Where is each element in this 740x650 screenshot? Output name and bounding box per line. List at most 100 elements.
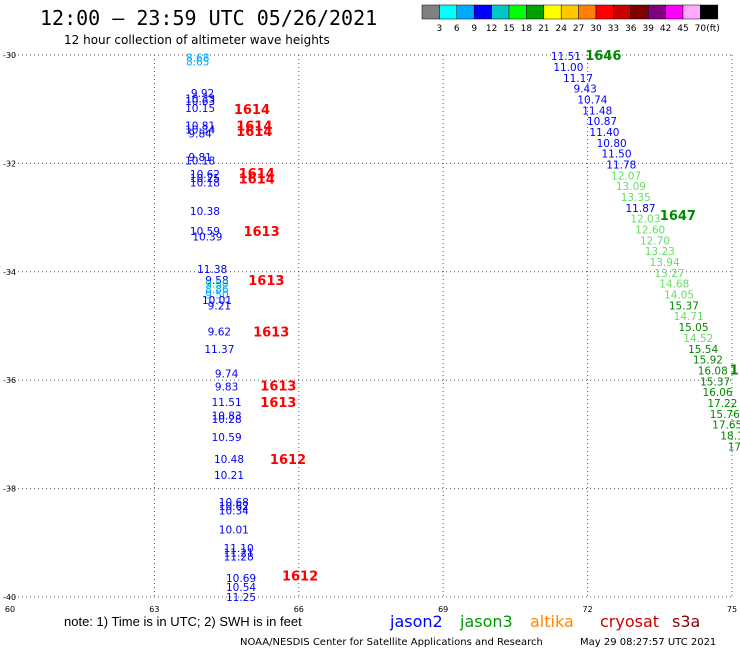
wave-height-value: 12.60 [635,225,665,237]
lat-lon-grid [10,54,733,598]
legend-swatch [439,4,458,20]
map-subtitle: 12 hour collection of altimeter wave hei… [64,33,330,47]
legend-swatch [456,4,475,20]
wave-height-value: 11.37 [204,344,234,356]
lat-tick-label: -36 [3,376,16,385]
wave-height-value: 13.09 [616,181,646,193]
legend-swatch [491,4,510,20]
wave-height-value: 13.23 [645,246,675,258]
lat-tick-label: -38 [3,485,16,494]
pass-labels: 1614161416141614161416131613161316131613… [234,49,739,584]
wave-height-value: 11.48 [582,105,612,117]
legend-swatch [647,4,666,20]
lon-tick-label: 69 [438,605,448,614]
wave-height-value: 10.80 [597,138,627,150]
wave-height-value: 9.58 [205,275,228,287]
wave-height-value: 14.52 [683,333,713,345]
wave-height-value: 10.01 [219,524,249,536]
pass-number-label: 1646 [585,49,621,64]
legend-swatch [543,4,562,20]
wave-height-value: 14.05 [664,290,694,302]
lat-tick-label: -34 [3,268,16,277]
wave-height-value: 9.81 [188,152,211,164]
wave-height-value: 15.05 [678,322,708,334]
wave-height-value: 13.27 [654,268,684,280]
wave-height-value: 12.03 [630,214,660,226]
wave-height-value: 18.1 [720,430,740,442]
wave-height-value: 10.63 [185,96,215,108]
satellite-name: jason3 [459,612,513,631]
lon-tick-label: 63 [149,605,159,614]
footer-note: note: 1) Time is in UTC; 2) SWH is in fe… [64,614,302,629]
legend-label: 39 [642,24,654,34]
legend-swatch [473,4,492,20]
wave-height-value: 10.38 [190,206,220,218]
wave-height-value: 10.15 [185,103,215,115]
pass-number-label: 1647 [660,209,696,224]
wave-height-value: 15.76 [710,409,740,421]
color-legend: 3 6 9 12 15 18 21 24 27 30 33 36 39 42 45 70 (ft) [421,4,720,34]
map-title: 12:00 – 23:59 UTC 05/26/2021 [40,6,378,30]
legend-label: 21 [538,24,549,34]
wave-height-value: 11.28 [224,551,254,563]
pass-number-label: 1613 [243,225,279,240]
wave-height-value: 15.92 [693,355,723,367]
wave-height-value: 9.92 [191,88,214,100]
legend-swatch [578,4,597,20]
lat-tick-label: -40 [3,593,16,602]
wave-height-value: 10.48 [214,454,244,466]
legend-label: 42 [660,24,671,34]
legend-label: 12 [486,24,497,34]
wave-height-value: 10.81 [185,120,215,132]
wave-height-value: 10.62 [190,169,220,181]
wave-height-value: 10.34 [185,124,215,136]
wave-height-value: 13.35 [621,192,651,204]
wave-height-value: 10.28 [212,414,242,426]
legend-swatch [613,4,632,20]
wave-height-value: 11.78 [606,159,636,171]
footer-timestamp: May 29 08:27:57 UTC 2021 [580,637,716,648]
pass-number-label: 1614 [239,173,275,188]
satellite-name: altika [530,612,574,631]
legend-unit: (ft) [706,24,720,34]
wave-height-value: 17 [728,441,740,453]
wave-height-value: 10.25 [190,173,220,185]
wave-height-value: 9.43 [573,84,596,96]
legend-label: 27 [573,24,584,34]
pass-number-label: 1613 [260,380,296,395]
legend-swatch [508,4,527,20]
wave-height-value: 11.25 [226,592,256,604]
wave-height-value: 10.69 [226,573,256,585]
wave-height-value: 15.37 [700,376,730,388]
wave-height-value: 10.59 [212,432,242,444]
wave-height-value: 9.74 [215,369,239,381]
wave-height-value: 10.54 [226,582,256,594]
wave-height-value: 10.87 [587,116,617,128]
wave-height-value: 8.65 [186,57,209,69]
legend-swatch [630,4,649,20]
lat-tick-label: -32 [3,159,16,168]
pass-number-label: 1612 [282,569,318,584]
legend-label: 33 [608,24,619,34]
pass-number-label: 1614 [234,103,270,118]
wave-height-value: 10.01 [202,295,232,307]
wave-height-value: 11.87 [626,203,656,215]
legend-label: 18 [521,24,533,34]
legend-label: 30 [590,24,602,34]
pass-number-label: 1613 [248,274,284,289]
wave-height-value: 11.21 [224,548,254,560]
wave-height-value: 10.74 [577,94,607,106]
wave-height-value: 16.06 [703,387,733,399]
wave-height-value: 10.68 [219,497,249,509]
legend-swatch [560,4,579,20]
wave-height-value: 11.51 [551,51,581,63]
wave-height-value: 17.65 [712,420,740,432]
wave-height-value: 11.17 [563,73,593,85]
wave-height-value: 12.07 [611,170,641,182]
wave-height-value: 10.83 [212,410,242,422]
wave-height-value: 11.10 [224,543,254,555]
wave-height-value: 9.84 [188,129,212,141]
legend-swatch [682,4,701,20]
wave-height-value: 10.59 [190,226,220,238]
